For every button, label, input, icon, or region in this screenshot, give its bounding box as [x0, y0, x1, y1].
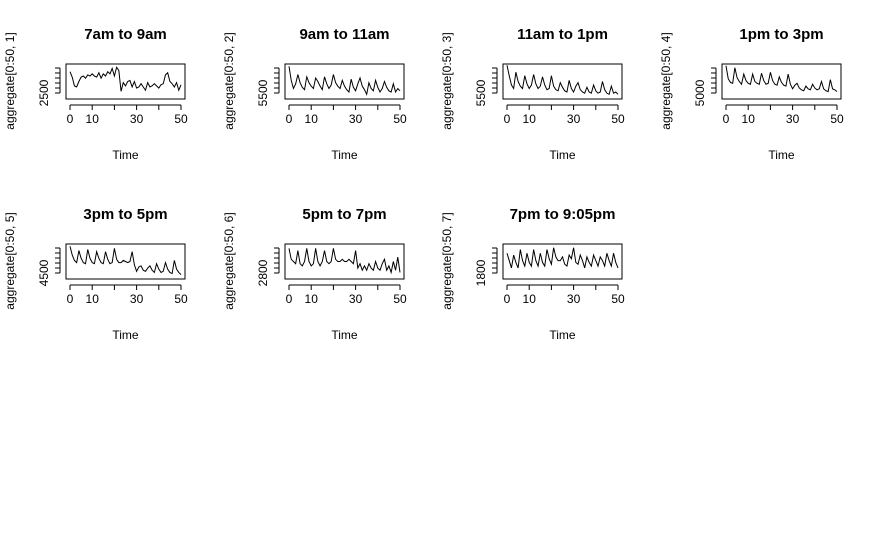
y-axis: 1800 aggregate[0:50, 7]	[440, 212, 498, 310]
plot-frame	[721, 63, 842, 100]
x-axis: 0 10 30 50 Time	[67, 284, 188, 342]
y-axis-label: aggregate[0:50, 6]	[222, 212, 236, 309]
x-tick-label: 10	[86, 112, 100, 126]
plot-frame	[65, 63, 186, 100]
series-line	[506, 247, 619, 269]
x-tick-label: 0	[504, 112, 511, 126]
x-axis-label: Time	[549, 328, 576, 342]
x-tick-label: 10	[742, 112, 756, 126]
x-axis: 0 10 30 50 Time	[504, 284, 625, 342]
y-tick-label: 5000	[693, 79, 707, 106]
x-tick-label: 30	[349, 292, 363, 306]
y-axis: 5500 aggregate[0:50, 2]	[222, 32, 280, 130]
y-tick-label: 5500	[474, 79, 488, 106]
panel-title: 1pm to 3pm	[739, 26, 823, 43]
x-tick-label: 30	[567, 112, 581, 126]
y-axis: 4500 aggregate[0:50, 5]	[3, 212, 61, 310]
y-axis: 5000 aggregate[0:50, 4]	[659, 32, 717, 130]
panel-6: 5pm to 7pm 0 10 30 50 Time 2800 aggregate[0:50,…	[222, 206, 407, 342]
panel-5: 3pm to 5pm 0 10 30 50 Time 4500 aggregate[0:50,…	[3, 206, 188, 342]
x-axis: 0 10 30 50 Time	[504, 104, 625, 162]
y-tick-label: 4500	[37, 259, 51, 286]
x-axis: 0 10 30 50 Time	[286, 104, 407, 162]
panel-title: 9am to 11am	[299, 26, 389, 43]
x-axis-label: Time	[549, 148, 576, 162]
y-tick-label: 2500	[37, 79, 51, 106]
x-tick-label: 30	[567, 292, 581, 306]
x-tick-label: 50	[611, 292, 625, 306]
x-tick-label: 10	[523, 112, 537, 126]
x-axis: 0 10 30 50 Time	[67, 104, 188, 162]
x-tick-label: 10	[305, 112, 319, 126]
y-axis-label: aggregate[0:50, 1]	[3, 32, 17, 129]
x-tick-label: 30	[130, 112, 144, 126]
x-tick-label: 0	[723, 112, 730, 126]
x-axis-label: Time	[112, 148, 139, 162]
plot-frame	[284, 63, 405, 100]
y-axis-label: aggregate[0:50, 3]	[440, 32, 454, 129]
x-tick-label: 50	[830, 112, 844, 126]
x-tick-label: 10	[305, 292, 319, 306]
series-line	[69, 246, 182, 275]
panel-4: 1pm to 3pm 0 10 30 50 Time 5000 aggregate[0:50,…	[659, 26, 844, 162]
x-tick-label: 50	[174, 292, 188, 306]
x-tick-label: 50	[174, 112, 188, 126]
y-axis-label: aggregate[0:50, 2]	[222, 32, 236, 129]
panel-title: 5pm to 7pm	[302, 206, 386, 223]
x-tick-label: 0	[286, 112, 293, 126]
panel-title: 3pm to 5pm	[83, 206, 167, 223]
panel-3: 11am to 1pm 0 10 30 50 Time 5500 aggregate[0:50…	[440, 26, 625, 162]
y-axis-label: aggregate[0:50, 7]	[440, 212, 454, 309]
series-line	[288, 66, 401, 96]
x-axis-label: Time	[768, 148, 795, 162]
series-line	[506, 65, 619, 96]
x-tick-label: 0	[67, 112, 74, 126]
x-tick-label: 50	[393, 292, 407, 306]
panel-title: 7pm to 9:05pm	[510, 206, 616, 223]
y-axis: 5500 aggregate[0:50, 3]	[440, 32, 498, 130]
plot-frame	[284, 243, 405, 280]
y-axis-label: aggregate[0:50, 5]	[3, 212, 17, 309]
x-axis: 0 10 30 50 Time	[723, 104, 844, 162]
x-axis-label: Time	[331, 148, 358, 162]
x-tick-label: 50	[393, 112, 407, 126]
x-tick-label: 0	[286, 292, 293, 306]
y-tick-label: 2800	[256, 259, 270, 286]
panel-2: 9am to 11am 0 10 30 50 Time 5500 aggregate[0:50…	[222, 26, 407, 162]
x-tick-label: 30	[349, 112, 363, 126]
x-axis: 0 10 30 50 Time	[286, 284, 407, 342]
y-axis: 2500 aggregate[0:50, 1]	[3, 32, 61, 130]
x-tick-label: 30	[786, 112, 800, 126]
plot-frame	[65, 243, 186, 280]
series-line	[288, 248, 401, 275]
panel-title: 11am to 1pm	[517, 26, 608, 43]
y-axis: 2800 aggregate[0:50, 6]	[222, 212, 280, 310]
plot-frame	[502, 243, 623, 280]
x-tick-label: 30	[130, 292, 144, 306]
x-tick-label: 50	[611, 112, 625, 126]
x-tick-label: 0	[504, 292, 511, 306]
panel-title: 7am to 9am	[84, 26, 167, 43]
panel-1: 7am to 9am 0 10 30 50 Time 2500 aggregate[0:50,…	[3, 26, 188, 162]
y-axis-label: aggregate[0:50, 4]	[659, 32, 673, 129]
x-tick-label: 0	[67, 292, 74, 306]
series-line	[725, 65, 838, 93]
x-tick-label: 10	[523, 292, 537, 306]
x-axis-label: Time	[331, 328, 358, 342]
panel-7: 7pm to 9:05pm 0 10 30 50 Time 1800 aggregate[0:…	[440, 206, 625, 342]
x-tick-label: 10	[86, 292, 100, 306]
plot-frame	[502, 63, 623, 100]
y-tick-label: 5500	[256, 79, 270, 106]
y-tick-label: 1800	[474, 259, 488, 286]
series-line	[69, 66, 182, 92]
x-axis-label: Time	[112, 328, 139, 342]
